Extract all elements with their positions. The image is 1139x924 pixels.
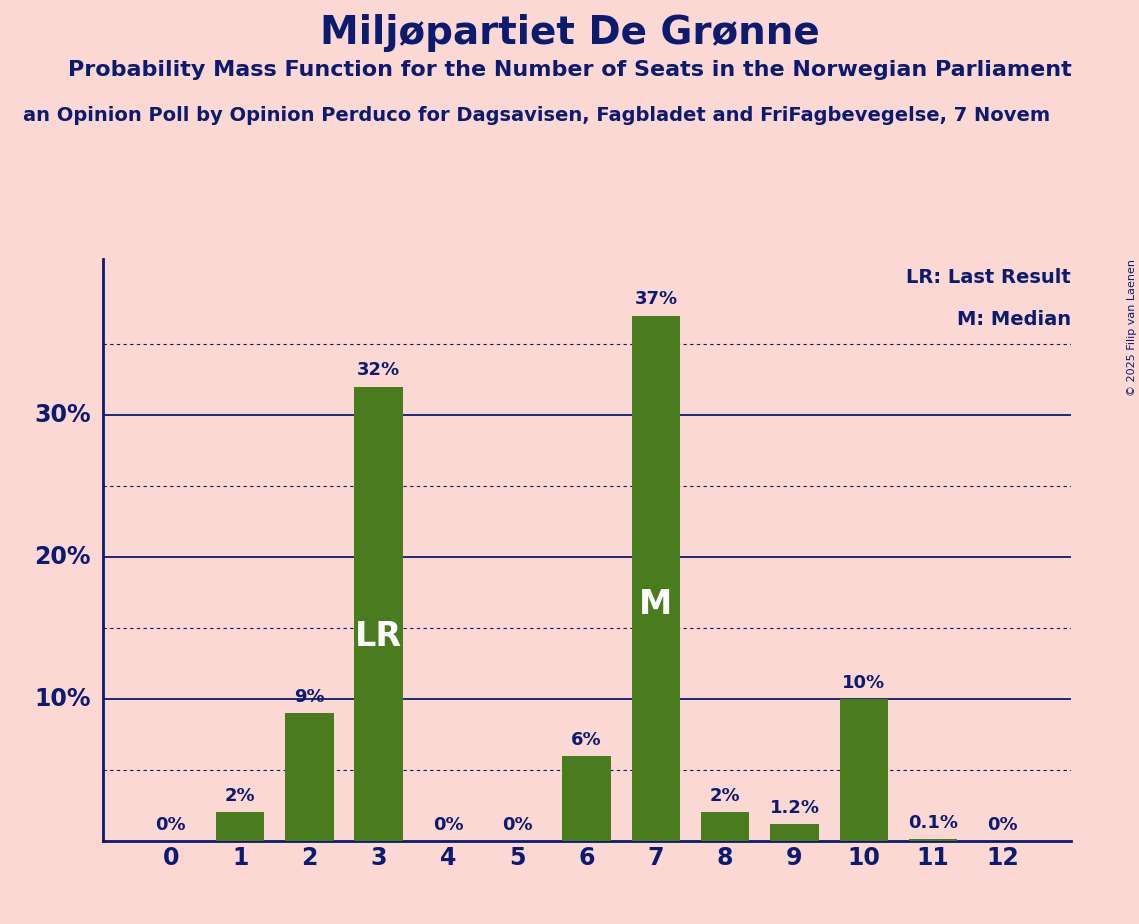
Bar	[770, 824, 819, 841]
Bar	[632, 315, 680, 841]
Text: M: Median: M: Median	[957, 310, 1071, 329]
Text: 2%: 2%	[224, 787, 255, 806]
Text: © 2025 Filip van Laenen: © 2025 Filip van Laenen	[1126, 259, 1137, 395]
Bar	[563, 756, 611, 841]
Text: Miljøpartiet De Grønne: Miljøpartiet De Grønne	[320, 14, 819, 52]
Text: 30%: 30%	[34, 403, 91, 427]
Text: 10%: 10%	[34, 687, 91, 711]
Text: 0%: 0%	[433, 816, 464, 833]
Text: M: M	[639, 588, 672, 621]
Text: LR: LR	[355, 620, 402, 653]
Bar	[700, 812, 749, 841]
Bar	[839, 699, 888, 841]
Text: an Opinion Poll by Opinion Perduco for Dagsavisen, Fagbladet and FriFagbevegelse: an Opinion Poll by Opinion Perduco for D…	[23, 106, 1050, 126]
Text: 9%: 9%	[294, 688, 325, 706]
Text: 20%: 20%	[34, 545, 91, 569]
Text: 0%: 0%	[155, 816, 186, 833]
Text: 32%: 32%	[358, 361, 400, 380]
Bar	[354, 386, 403, 841]
Text: 0.1%: 0.1%	[908, 814, 958, 833]
Bar	[285, 713, 334, 841]
Text: LR: Last Result: LR: Last Result	[906, 268, 1071, 287]
Text: 0%: 0%	[988, 816, 1018, 833]
Bar	[909, 839, 958, 841]
Text: 2%: 2%	[710, 787, 740, 806]
Bar	[215, 812, 264, 841]
Text: 10%: 10%	[842, 674, 885, 692]
Text: 0%: 0%	[502, 816, 533, 833]
Text: 37%: 37%	[634, 290, 678, 309]
Text: 6%: 6%	[572, 731, 601, 748]
Text: Probability Mass Function for the Number of Seats in the Norwegian Parliament: Probability Mass Function for the Number…	[67, 60, 1072, 80]
Text: 1.2%: 1.2%	[770, 798, 819, 817]
